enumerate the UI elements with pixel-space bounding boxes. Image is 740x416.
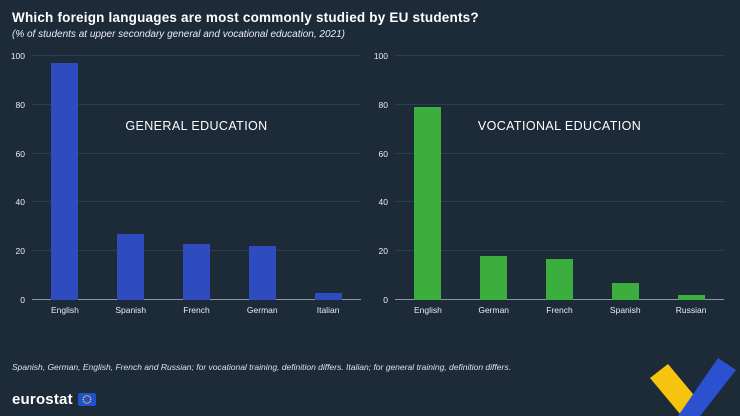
y-tick-label: 0 (383, 295, 388, 305)
y-tick-label: 100 (10, 51, 25, 61)
eurostat-logo-text: eurostat (12, 391, 73, 408)
bar-italian (314, 292, 342, 300)
chart-title: GENERAL EDUCATION (125, 119, 268, 134)
chart-header: Which foreign languages are most commonl… (0, 0, 740, 40)
x-tick-label: German (246, 305, 278, 315)
x-axis-labels: English Spanish French German Italian (32, 305, 361, 315)
bar-spanish (117, 234, 145, 300)
x-tick-label: English (50, 305, 79, 315)
footnote: Spanish, German, English, French and Rus… (12, 362, 511, 372)
bar-russian (677, 295, 705, 300)
y-tick-label: 20 (15, 246, 25, 257)
x-tick-label: German (478, 305, 510, 315)
gridline (32, 152, 361, 154)
plot-area-wrap: GENERAL EDUCATION English Spanish French Ger… (32, 55, 361, 315)
gridline (395, 55, 724, 56)
bar-cell (658, 56, 724, 300)
y-tick-label: 60 (15, 148, 25, 159)
bar-english (414, 107, 442, 300)
x-tick-label: Spanish (609, 305, 641, 315)
chart-title: VOCATIONAL EDUCATION (477, 119, 642, 134)
x-tick-label: French (546, 305, 573, 315)
bars-group (32, 56, 361, 300)
gridline (395, 152, 724, 154)
plot-area: GENERAL EDUCATION (32, 55, 361, 300)
gridline (395, 201, 724, 203)
y-tick-label: 20 (378, 246, 388, 257)
y-tick-label: 60 (378, 148, 388, 159)
vocational-education-chart: 0 20 40 60 80 100 VOCATIONAL EDUCATION English G… (367, 51, 730, 315)
y-tick-label: 40 (378, 197, 388, 208)
bars-group (395, 56, 724, 300)
bar-english (51, 63, 79, 300)
bar-cell (98, 56, 164, 300)
y-axis: 0 20 40 60 80 100 (4, 51, 32, 305)
eu-flag-icon (77, 393, 96, 406)
y-tick-label: 100 (373, 51, 388, 61)
bar-cell (461, 56, 527, 300)
gridline (32, 103, 361, 105)
bar-cell (32, 56, 98, 300)
bar-cell (592, 56, 658, 300)
gridline (32, 55, 361, 56)
plot-area: VOCATIONAL EDUCATION (395, 55, 724, 300)
x-tick-label: English (413, 305, 442, 315)
x-axis-labels: English German French Spanish Russian (395, 305, 724, 315)
bar-cell (164, 56, 230, 300)
charts-area: 0 20 40 60 80 100 GENERAL EDUCATION English Span… (4, 51, 730, 315)
y-tick-label: 80 (378, 99, 388, 110)
gridline (395, 103, 724, 105)
bar-cell (527, 56, 593, 300)
general-education-chart: 0 20 40 60 80 100 GENERAL EDUCATION English Span… (4, 51, 367, 315)
eurostat-logo: eurostat (12, 391, 96, 408)
decorative-ribbon (650, 358, 736, 416)
chart-subtitle: (% of students at upper secondary genera… (12, 29, 345, 40)
bar-cell (395, 56, 461, 300)
y-tick-label: 80 (15, 99, 25, 110)
y-tick-label: 40 (15, 197, 25, 208)
bar-french (545, 258, 573, 300)
bar-spanish (611, 282, 639, 300)
x-tick-label: Russian (675, 305, 707, 315)
x-tick-label: French (183, 305, 210, 315)
y-axis: 0 20 40 60 80 100 (367, 51, 395, 305)
x-tick-label: Italian (316, 305, 340, 315)
plot-area-wrap: VOCATIONAL EDUCATION English German French S… (395, 55, 724, 315)
gridline (32, 201, 361, 203)
bar-german (480, 256, 508, 300)
bar-french (182, 243, 210, 300)
y-tick-label: 0 (20, 295, 25, 305)
gridline (395, 250, 724, 252)
x-tick-label: Spanish (115, 305, 147, 315)
bar-german (248, 246, 276, 300)
bar-cell (295, 56, 361, 300)
bar-cell (229, 56, 295, 300)
page-title: Which foreign languages are most commonl… (12, 10, 479, 25)
